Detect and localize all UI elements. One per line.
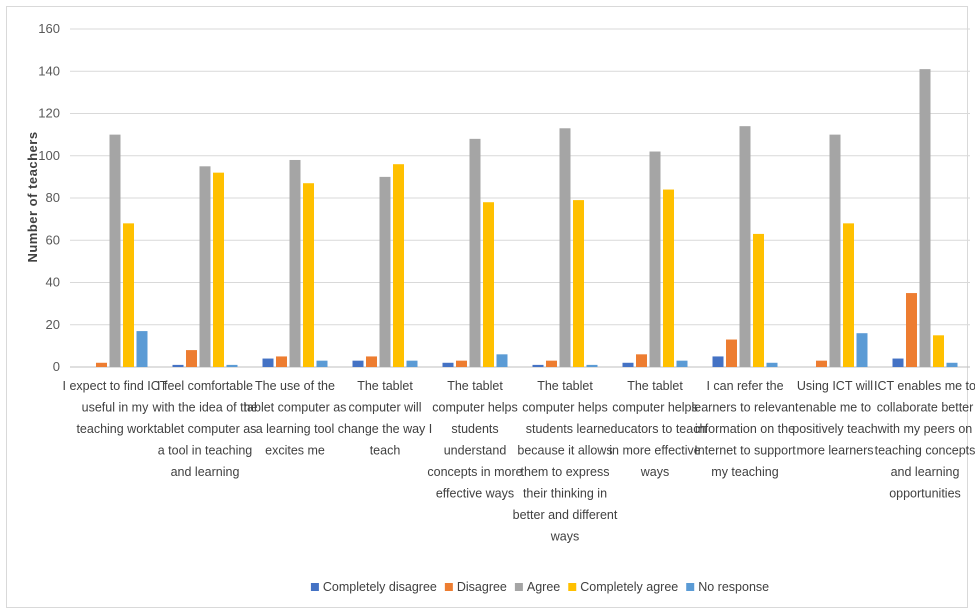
- bar-completely-disagree: [352, 360, 364, 367]
- x-category-label: I can refer the learners to relevant infor…: [691, 379, 799, 479]
- y-tick-label: 120: [38, 106, 60, 121]
- legend-swatch: [514, 583, 523, 591]
- bar-no-response: [496, 354, 508, 367]
- y-tick-label: 0: [53, 359, 60, 374]
- bar-completely-agree: [123, 223, 134, 367]
- y-tick-label: 80: [46, 190, 60, 205]
- bar-agree: [739, 126, 751, 367]
- bar-agree: [919, 69, 931, 367]
- x-category-label: The use of the tablet computer as a learni…: [244, 379, 347, 458]
- bar-completely-agree: [573, 200, 584, 367]
- x-category-label: The tablet computer helps educators to tea…: [604, 379, 707, 479]
- bar-completely-disagree: [172, 364, 184, 367]
- y-tick-label: 20: [46, 317, 60, 332]
- bar-disagree: [636, 354, 647, 367]
- bar-agree: [829, 134, 841, 367]
- legend-swatch: [568, 583, 577, 591]
- bar-agree: [559, 128, 571, 367]
- legend-swatch: [310, 583, 319, 591]
- bar-completely-disagree: [262, 358, 274, 367]
- bar-no-response: [586, 364, 598, 367]
- bar-disagree: [726, 339, 737, 367]
- bar-no-response: [406, 360, 418, 367]
- y-tick-label: 60: [46, 232, 60, 247]
- bar-completely-agree: [303, 183, 314, 367]
- bar-no-response: [766, 362, 778, 367]
- bar-completely-agree: [393, 164, 404, 367]
- bar-disagree: [186, 350, 197, 367]
- bar-completely-disagree: [442, 362, 454, 367]
- legend: Completely disagree Disagree Agree Complete…: [310, 580, 769, 594]
- bar-completely-disagree: [892, 358, 904, 367]
- bar-completely-agree: [213, 172, 224, 367]
- bar-disagree: [546, 360, 557, 367]
- bars: [96, 69, 958, 367]
- legend-entry: Agree: [527, 580, 560, 594]
- bar-disagree: [816, 360, 827, 367]
- bar-no-response: [316, 360, 328, 367]
- y-tick-label: 40: [46, 275, 60, 290]
- bar-no-response: [946, 362, 958, 367]
- bar-no-response: [136, 331, 148, 367]
- y-axis-ticks: 0 20 40 60 80 100 120 140 160: [38, 21, 60, 374]
- bar-agree: [649, 151, 661, 367]
- y-axis-label: Number of teachers: [25, 131, 40, 262]
- legend-swatch: [686, 583, 695, 591]
- bar-agree: [289, 159, 301, 367]
- bar-no-response: [676, 360, 688, 367]
- bar-completely-disagree: [622, 362, 634, 367]
- legend-entry: Disagree: [457, 580, 507, 594]
- bar-completely-agree: [843, 223, 854, 367]
- category-labels: I expect to find ICT useful in my teaching…: [63, 379, 975, 544]
- bar-agree: [109, 134, 121, 367]
- bar-completely-agree: [753, 233, 764, 367]
- bar-disagree: [276, 356, 287, 367]
- legend-swatch: [444, 583, 453, 591]
- y-tick-label: 140: [38, 63, 60, 78]
- legend-entry: Completely disagree: [323, 580, 437, 594]
- bar-disagree: [456, 360, 467, 367]
- bar-disagree: [366, 356, 377, 367]
- bar-agree: [379, 176, 391, 367]
- bar-disagree: [96, 362, 107, 367]
- bar-agree: [199, 166, 211, 367]
- y-tick-label: 100: [38, 148, 60, 163]
- x-category-label: The tablet computer helps students understa…: [427, 379, 522, 501]
- bar-completely-agree: [933, 335, 944, 367]
- bar-no-response: [856, 333, 868, 367]
- x-category-label: ICT enables me to collaborate better with …: [874, 379, 975, 501]
- bar-completely-agree: [483, 202, 494, 367]
- bar-no-response: [226, 364, 238, 367]
- x-category-label: I expect to find ICT useful in my teaching…: [63, 379, 168, 436]
- y-tick-label: 160: [38, 21, 60, 36]
- bar-completely-disagree: [712, 356, 724, 367]
- legend-entry: No response: [698, 580, 769, 594]
- bar-agree: [469, 138, 481, 367]
- x-category-label: The tablet computer helps students learn be…: [513, 379, 618, 544]
- bar-completely-agree: [663, 189, 674, 367]
- legend-entry: Completely agree: [580, 580, 678, 594]
- bar-disagree: [906, 293, 917, 367]
- x-category-label: I feel comfortable with the idea of the ta…: [152, 379, 258, 479]
- x-category-label: Using ICT will enable me to positively tea…: [792, 379, 878, 458]
- bar-completely-disagree: [532, 364, 544, 367]
